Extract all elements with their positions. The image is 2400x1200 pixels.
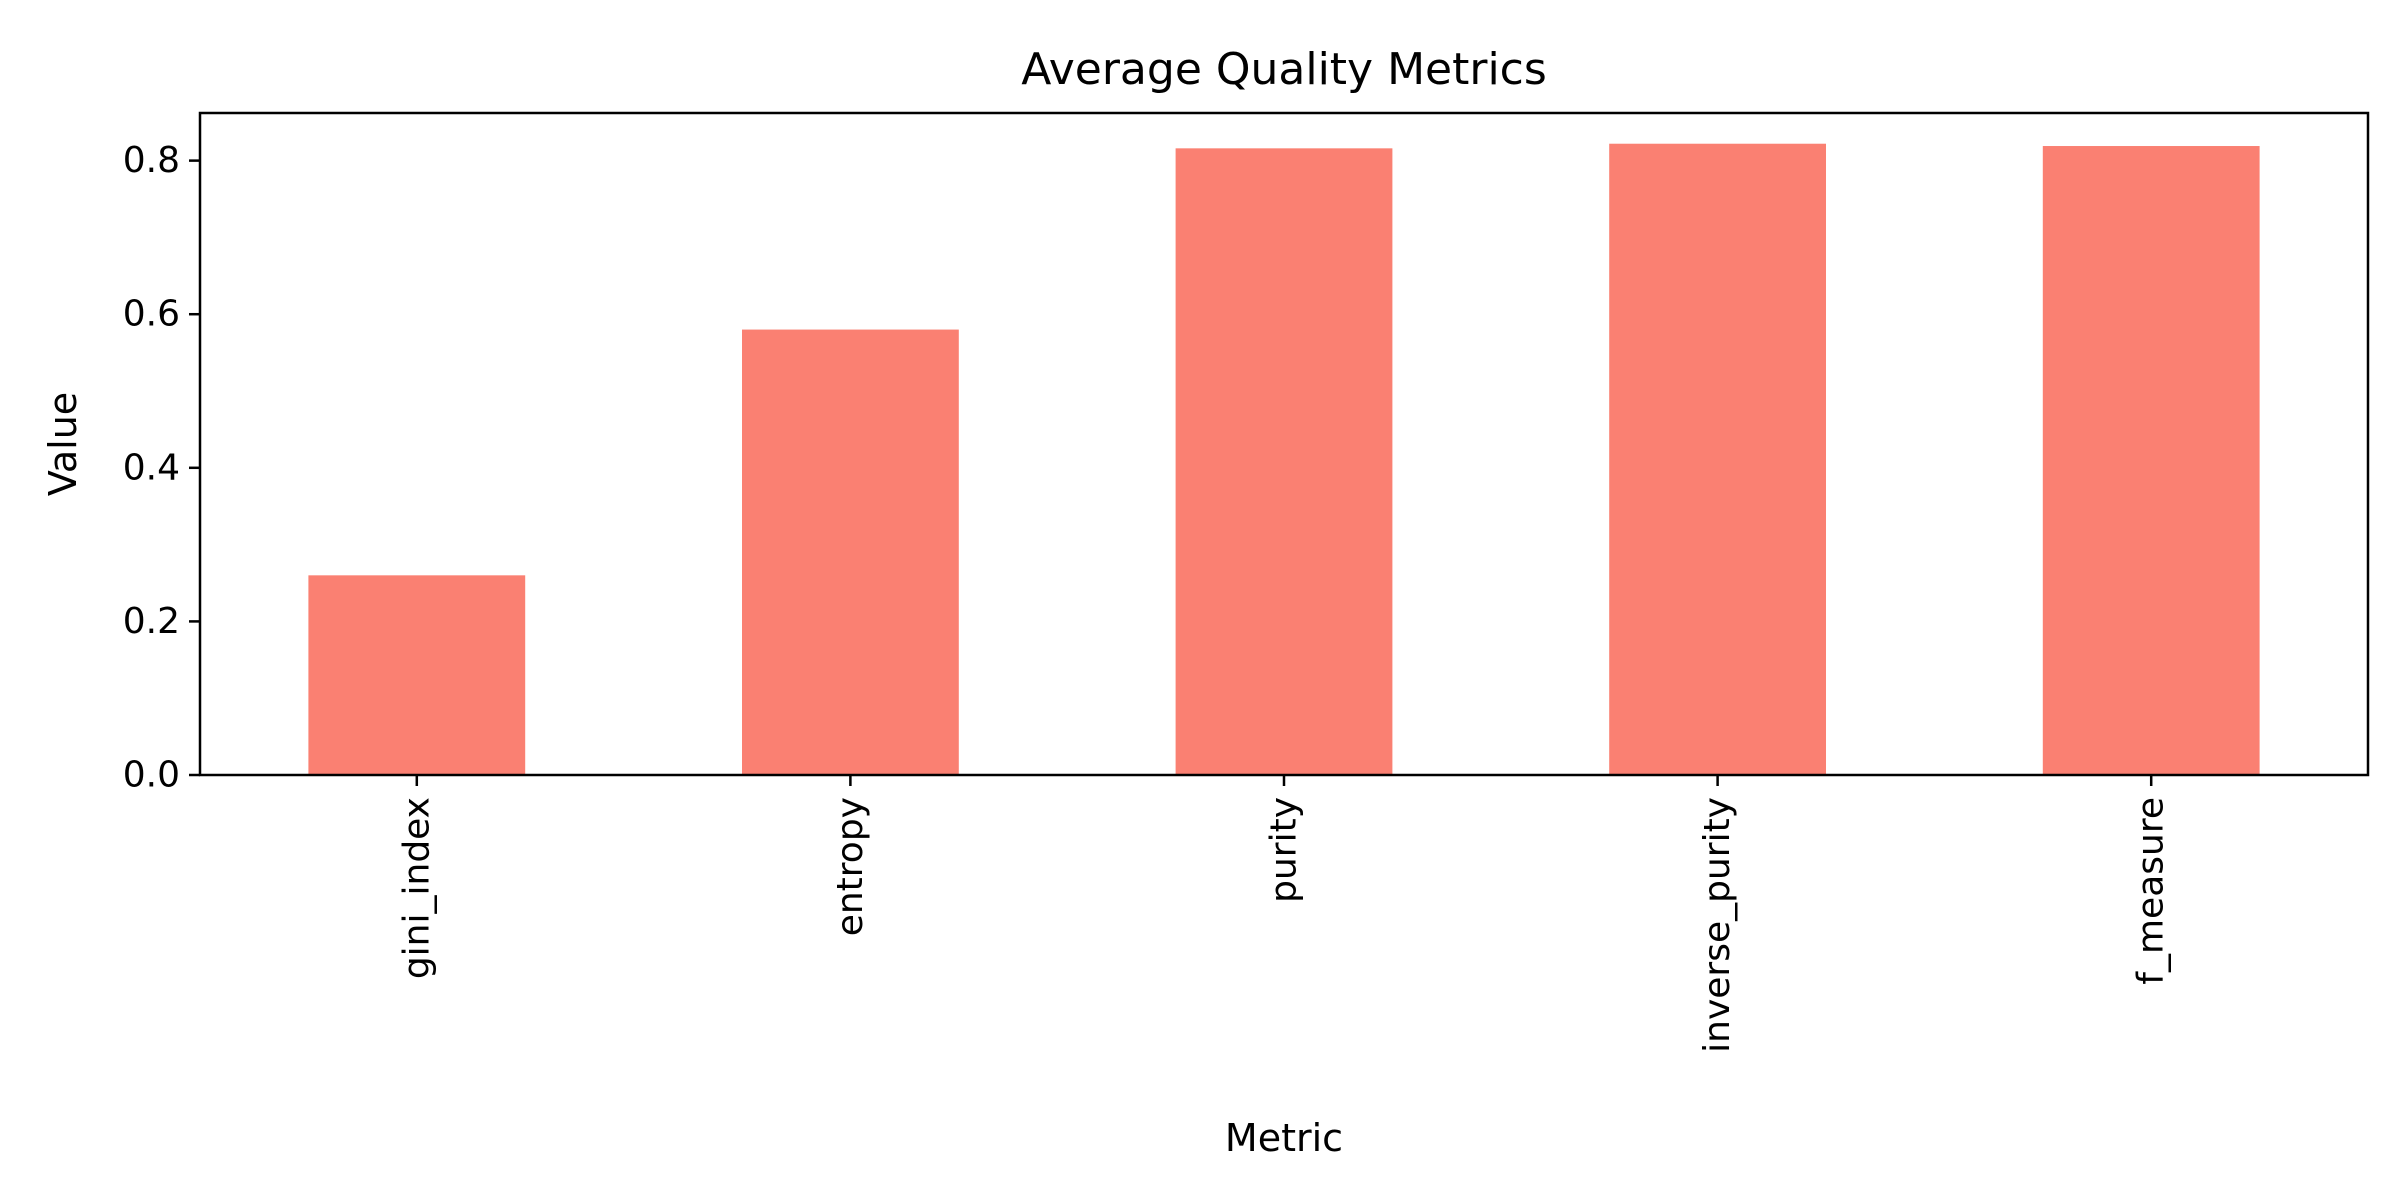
x-tick-label: inverse_purity xyxy=(1697,797,1738,1053)
x-tick-label: f_measure xyxy=(2131,797,2172,985)
bar-gini-index xyxy=(308,575,526,775)
y-axis-label: Value xyxy=(41,392,85,496)
bar-entropy xyxy=(742,329,959,775)
y-tick-label: 0.2 xyxy=(123,601,180,642)
y-axis-ticks: 0.0 0.2 0.4 0.6 0.8 xyxy=(123,140,200,796)
x-tick-label: purity xyxy=(1264,797,1305,903)
bar-inverse-purity xyxy=(1609,143,1826,776)
x-tick-label: entropy xyxy=(830,797,871,936)
x-axis-label: Metric xyxy=(1225,1116,1343,1160)
y-tick-label: 0.8 xyxy=(123,140,180,181)
y-tick-label: 0.0 xyxy=(123,755,180,796)
bar-f-measure xyxy=(2042,146,2260,776)
x-axis-ticks: gini_index entropy purity inverse_purity f_m… xyxy=(396,775,2172,1053)
y-tick-label: 0.6 xyxy=(123,294,180,335)
chart-title: Average Quality Metrics xyxy=(1021,44,1547,95)
bars-group xyxy=(308,143,2260,776)
y-tick-label: 0.4 xyxy=(123,447,180,488)
x-tick-label: gini_index xyxy=(396,797,437,979)
bar-purity xyxy=(1175,148,1393,775)
